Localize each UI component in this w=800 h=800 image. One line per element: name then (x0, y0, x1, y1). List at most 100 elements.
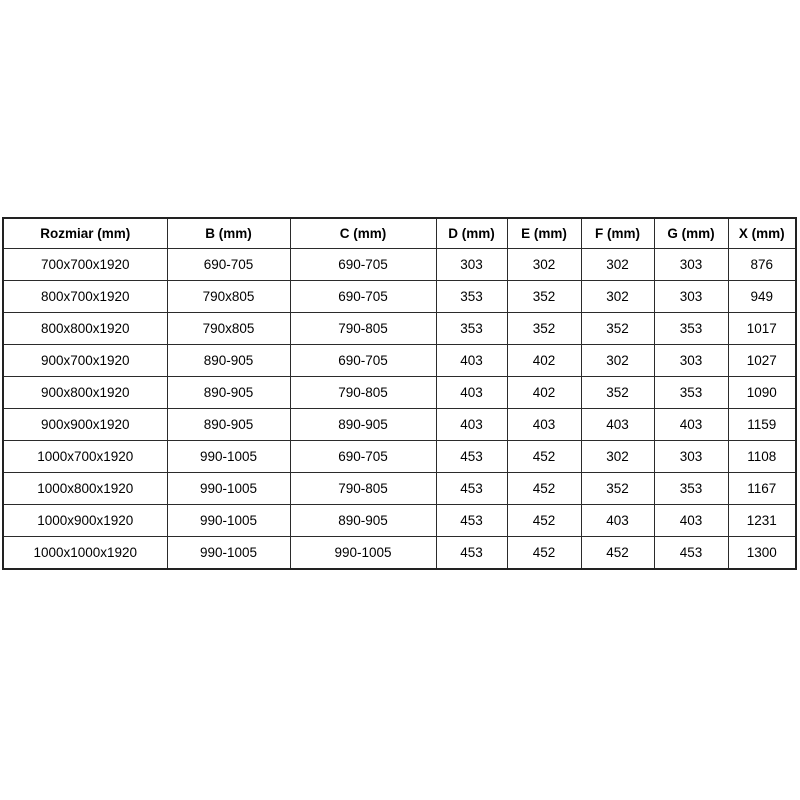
table-cell-g: 453 (653, 536, 729, 570)
table-cell-rozmiar: 1000x1000x1920 (2, 536, 168, 570)
table-cell-x: 1167 (727, 472, 797, 505)
column-header-d: D (mm) (435, 217, 508, 249)
table-cell-c: 790-805 (289, 376, 437, 409)
table-cell-c: 990-1005 (289, 536, 437, 570)
table-cell-x: 1108 (727, 440, 797, 473)
table-cell-b: 890-905 (166, 344, 291, 377)
table-row: 1000x700x1920 990-1005 690-705 453 452 302 303… (2, 440, 797, 473)
table-cell-b: 990-1005 (166, 440, 291, 473)
table-cell-x: 1027 (727, 344, 797, 377)
table-cell-rozmiar: 800x700x1920 (2, 280, 168, 313)
table-body: 700x700x1920 690-705 690-705 303 302 302 303 87… (2, 248, 797, 570)
table-row: 1000x900x1920 990-1005 890-905 453 452 403 403… (2, 504, 797, 537)
table-cell-f: 302 (580, 344, 655, 377)
table-cell-e: 352 (506, 280, 582, 313)
table-cell-e: 452 (506, 472, 582, 505)
table-cell-d: 403 (435, 344, 508, 377)
column-header-g: G (mm) (653, 217, 729, 249)
table-cell-e: 352 (506, 312, 582, 345)
table-cell-f: 302 (580, 440, 655, 473)
table-cell-f: 352 (580, 312, 655, 345)
table-cell-d: 403 (435, 408, 508, 441)
table-row: 900x900x1920 890-905 890-905 403 403 403 403 11… (2, 408, 797, 441)
table-cell-d: 303 (435, 248, 508, 281)
table-row: 800x700x1920 790x805 690-705 353 352 302 303 94… (2, 280, 797, 313)
table-cell-g: 403 (653, 408, 729, 441)
column-header-c: C (mm) (289, 217, 437, 249)
table-cell-e: 452 (506, 440, 582, 473)
table-cell-d: 353 (435, 312, 508, 345)
table-cell-x: 1300 (727, 536, 797, 570)
table-cell-c: 890-905 (289, 504, 437, 537)
table-row: 1000x800x1920 990-1005 790-805 453 452 352 353… (2, 472, 797, 505)
table-cell-c: 690-705 (289, 440, 437, 473)
table-cell-x: 1231 (727, 504, 797, 537)
table-cell-c: 690-705 (289, 344, 437, 377)
table-cell-g: 303 (653, 248, 729, 281)
table-cell-c: 690-705 (289, 248, 437, 281)
table-cell-b: 990-1005 (166, 472, 291, 505)
table-cell-f: 302 (580, 280, 655, 313)
table-cell-rozmiar: 900x800x1920 (2, 376, 168, 409)
column-header-b: B (mm) (166, 217, 291, 249)
table-cell-rozmiar: 1000x900x1920 (2, 504, 168, 537)
table-cell-x: 1159 (727, 408, 797, 441)
table-cell-f: 352 (580, 472, 655, 505)
column-header-e: E (mm) (506, 217, 582, 249)
table-row: 900x700x1920 890-905 690-705 403 402 302 303 10… (2, 344, 797, 377)
table-cell-x: 876 (727, 248, 797, 281)
table-cell-c: 690-705 (289, 280, 437, 313)
table-cell-g: 303 (653, 344, 729, 377)
table-cell-g: 353 (653, 472, 729, 505)
table-cell-e: 452 (506, 536, 582, 570)
table-cell-c: 790-805 (289, 312, 437, 345)
table-cell-c: 790-805 (289, 472, 437, 505)
table-cell-g: 353 (653, 376, 729, 409)
table-cell-b: 790x805 (166, 280, 291, 313)
table-cell-g: 303 (653, 280, 729, 313)
table-cell-d: 353 (435, 280, 508, 313)
table-cell-rozmiar: 900x900x1920 (2, 408, 168, 441)
table-cell-f: 352 (580, 376, 655, 409)
table-cell-b: 890-905 (166, 376, 291, 409)
table-cell-g: 353 (653, 312, 729, 345)
table-row: 700x700x1920 690-705 690-705 303 302 302 303 87… (2, 248, 797, 281)
column-header-f: F (mm) (580, 217, 655, 249)
table-cell-b: 890-905 (166, 408, 291, 441)
table-row: 1000x1000x1920 990-1005 990-1005 453 452 452 4… (2, 536, 797, 570)
table-cell-x: 1017 (727, 312, 797, 345)
table-cell-f: 403 (580, 504, 655, 537)
table-cell-rozmiar: 800x800x1920 (2, 312, 168, 345)
table-cell-b: 690-705 (166, 248, 291, 281)
table-cell-e: 302 (506, 248, 582, 281)
table-cell-e: 403 (506, 408, 582, 441)
table-cell-x: 1090 (727, 376, 797, 409)
table-cell-b: 790x805 (166, 312, 291, 345)
table-cell-f: 403 (580, 408, 655, 441)
table-cell-f: 452 (580, 536, 655, 570)
table-cell-rozmiar: 900x700x1920 (2, 344, 168, 377)
table-cell-d: 453 (435, 472, 508, 505)
table-cell-rozmiar: 1000x800x1920 (2, 472, 168, 505)
size-specification-table: Rozmiar (mm) B (mm) C (mm) D (mm) E (mm) F (m… (2, 217, 797, 570)
column-header-x: X (mm) (727, 217, 797, 249)
column-header-rozmiar: Rozmiar (mm) (2, 217, 168, 249)
table-cell-d: 453 (435, 504, 508, 537)
table-cell-d: 453 (435, 440, 508, 473)
table-cell-e: 452 (506, 504, 582, 537)
table-row: 800x800x1920 790x805 790-805 353 352 352 353 10… (2, 312, 797, 345)
table-cell-rozmiar: 700x700x1920 (2, 248, 168, 281)
table-cell-b: 990-1005 (166, 536, 291, 570)
table-row: 900x800x1920 890-905 790-805 403 402 352 353 10… (2, 376, 797, 409)
table-cell-e: 402 (506, 376, 582, 409)
table-cell-rozmiar: 1000x700x1920 (2, 440, 168, 473)
table-cell-d: 453 (435, 536, 508, 570)
table-cell-x: 949 (727, 280, 797, 313)
table-header-row: Rozmiar (mm) B (mm) C (mm) D (mm) E (mm) F (m… (2, 217, 797, 249)
table-cell-c: 890-905 (289, 408, 437, 441)
table-cell-f: 302 (580, 248, 655, 281)
table-cell-e: 402 (506, 344, 582, 377)
table-cell-d: 403 (435, 376, 508, 409)
table-cell-b: 990-1005 (166, 504, 291, 537)
